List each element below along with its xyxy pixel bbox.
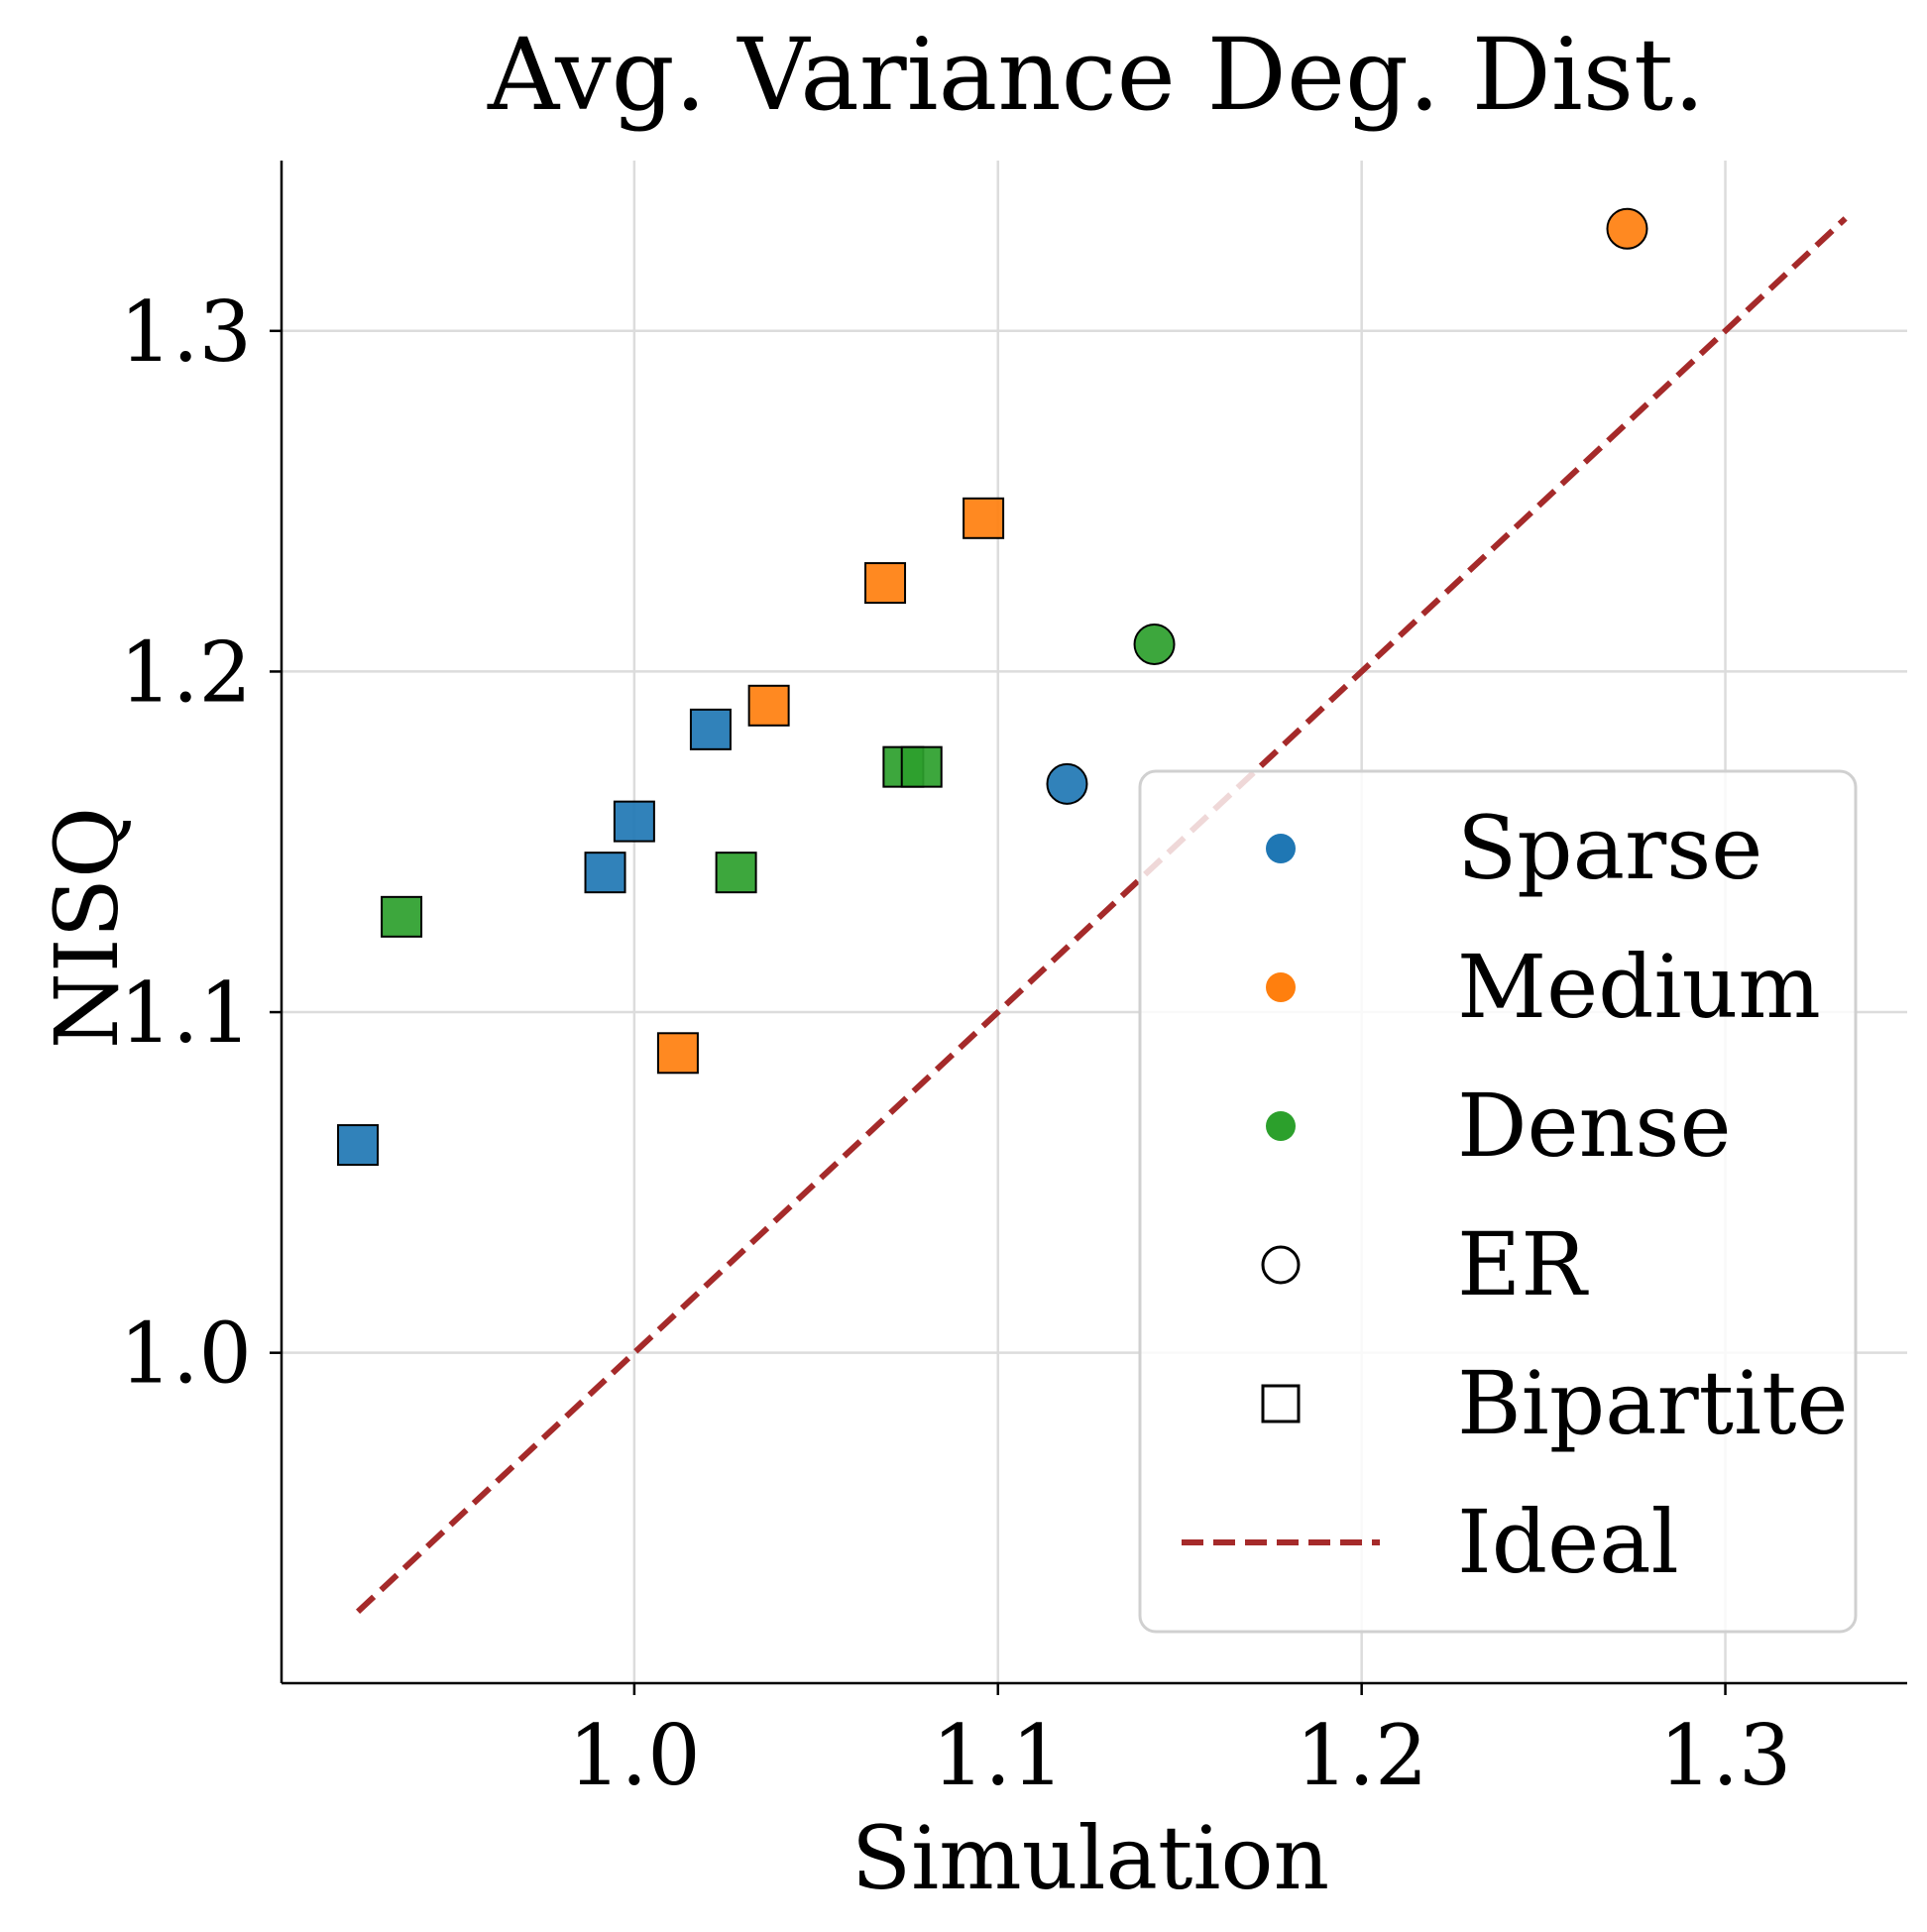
- legend-marker-sparse: [1266, 834, 1296, 863]
- x-axis-label: Simulation: [851, 1807, 1329, 1909]
- legend-label-ideal: Ideal: [1457, 1491, 1679, 1593]
- x-tick-label-1: 1.1: [932, 1707, 1065, 1804]
- legend-label-dense: Dense: [1457, 1075, 1732, 1177]
- legend-label-er: ER: [1457, 1213, 1589, 1315]
- point-dense-bipartite-3: [900, 745, 943, 788]
- point-medium-bipartite-1: [747, 684, 790, 727]
- data-points: [337, 207, 1648, 1167]
- point-sparse-bipartite-1: [584, 852, 626, 894]
- point-medium-bipartite-3: [963, 497, 1005, 539]
- point-sparse-er-0: [1046, 762, 1088, 805]
- y-tick-label-0: 1.0: [119, 1306, 252, 1403]
- legend-box: [1138, 769, 1858, 1634]
- legend-marker-bipartite: [1261, 1384, 1301, 1423]
- x-tick-label-0: 1.0: [568, 1707, 701, 1804]
- x-tick-label-2: 1.2: [1296, 1707, 1428, 1804]
- y-tick-label-3: 1.3: [119, 284, 252, 381]
- legend-label-sparse: Sparse: [1457, 797, 1762, 899]
- legend-label-bipartite: Bipartite: [1457, 1352, 1849, 1454]
- legend-label-medium: Medium: [1457, 936, 1821, 1038]
- point-sparse-bipartite-3: [689, 708, 732, 750]
- axes: [280, 161, 1907, 1685]
- ideal-line: [355, 216, 1848, 1615]
- legend: Sparse Medium Dense ER Bipartite Ideal: [1138, 769, 1858, 1634]
- point-dense-bipartite-0: [381, 895, 423, 938]
- legend-marker-dense: [1266, 1111, 1296, 1141]
- point-medium-bipartite-2: [864, 562, 907, 605]
- y-tick-label-2: 1.2: [119, 624, 252, 721]
- point-dense-bipartite-1: [715, 852, 757, 894]
- point-sparse-bipartite-0: [337, 1124, 380, 1167]
- point-medium-er-0: [1606, 207, 1648, 250]
- chart-title: Avg. Variance Deg. Dist.: [487, 17, 1705, 133]
- point-sparse-bipartite-2: [613, 800, 655, 843]
- y-axis-label: NISQ: [36, 807, 138, 1049]
- ticks: 1.0 1.1 1.2 1.3 1.0 1.1 1.2 1.3: [119, 284, 1791, 1804]
- point-medium-bipartite-0: [656, 1032, 699, 1075]
- legend-marker-medium: [1266, 972, 1296, 1002]
- legend-marker-er: [1261, 1245, 1301, 1285]
- y-tick-label-1: 1.1: [119, 965, 252, 1062]
- point-dense-er-0: [1133, 623, 1176, 665]
- x-tick-label-3: 1.3: [1659, 1707, 1792, 1804]
